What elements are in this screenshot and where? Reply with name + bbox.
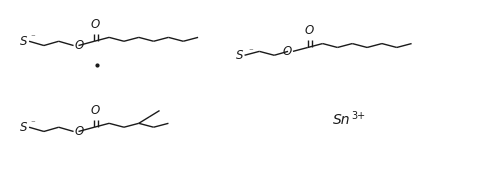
Text: ⁻: ⁻	[248, 48, 253, 57]
Text: 3+: 3+	[351, 111, 365, 121]
Text: O: O	[304, 24, 314, 37]
Text: S: S	[236, 49, 244, 62]
Text: S: S	[19, 121, 27, 134]
Text: O: O	[283, 45, 292, 58]
Text: O: O	[74, 125, 83, 138]
Text: S: S	[19, 35, 27, 48]
Text: ⁻: ⁻	[30, 120, 35, 129]
Text: O: O	[90, 104, 100, 117]
Text: Sn: Sn	[332, 113, 350, 127]
Text: O: O	[90, 18, 100, 31]
Text: ⁻: ⁻	[30, 34, 35, 43]
Text: O: O	[74, 39, 83, 52]
